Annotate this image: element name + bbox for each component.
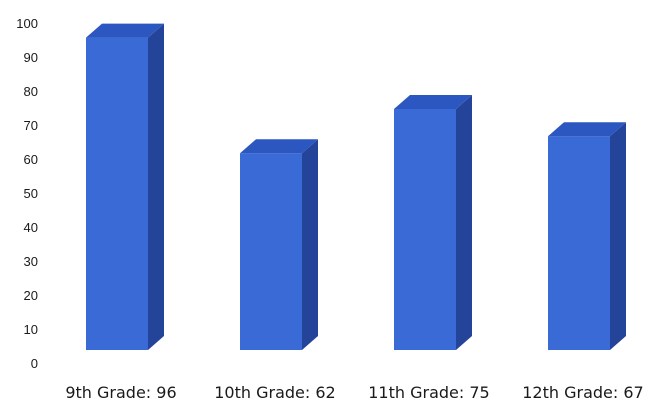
y-tick-label: 50: [24, 186, 38, 201]
y-tick-label: 60: [24, 152, 38, 167]
y-tick-label: 40: [24, 220, 38, 235]
x-category-label: 10th Grade: 62: [214, 383, 335, 402]
y-axis-tick-labels: 0 10 20 30 40 50 60 70 80 90 100: [16, 16, 38, 371]
y-tick-label: 20: [24, 288, 38, 303]
bar-side: [148, 23, 164, 350]
bar-top: [548, 122, 626, 137]
bar-side: [610, 122, 626, 350]
y-tick-label: 0: [31, 356, 38, 371]
bar: [394, 95, 472, 350]
bar: [240, 139, 318, 350]
bar-side: [302, 139, 318, 350]
y-tick-label: 90: [24, 50, 38, 65]
y-tick-label: 10: [24, 322, 38, 337]
bar-top: [394, 95, 472, 109]
y-tick-label: 100: [16, 16, 38, 31]
bar-side: [456, 95, 472, 350]
bar-top: [240, 139, 318, 154]
bar-front: [86, 37, 148, 350]
y-tick-label: 80: [24, 84, 38, 99]
bar-top: [86, 23, 164, 38]
bar: [86, 23, 164, 350]
bar-front: [394, 109, 456, 350]
x-axis-category-labels: 9th Grade: 96 10th Grade: 62 11th Grade: 7…: [65, 383, 643, 402]
bar-front: [548, 136, 610, 350]
x-category-label: 11th Grade: 75: [368, 383, 489, 402]
bar-front: [240, 153, 302, 350]
bar: [548, 122, 626, 350]
y-tick-label: 70: [24, 118, 38, 133]
x-category-label: 12th Grade: 67: [522, 383, 643, 402]
y-tick-label: 30: [24, 254, 38, 269]
x-category-label: 9th Grade: 96: [65, 383, 176, 402]
bar-series: [86, 23, 626, 350]
